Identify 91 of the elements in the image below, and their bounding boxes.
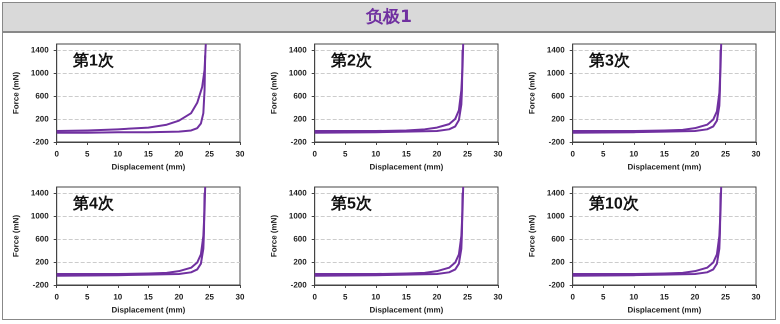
x-tick-label: 30 [236,150,245,158]
x-axis-title: Displacement (mm) [111,162,186,172]
y-tick-label: 1400 [546,45,566,54]
y-tick-label: 1400 [546,188,566,198]
y-tick-label: 200 [293,257,308,266]
text: 第5次 [330,194,373,212]
y-tick-label: -200 [290,138,308,146]
x-tick-label: 30 [494,292,503,302]
y-tick-label: 200 [551,257,566,266]
text: 第3次 [588,52,631,70]
x-tick-label: 25 [720,292,730,302]
y-tick-label: -200 [548,138,566,146]
y-tick-label: 600 [35,91,50,100]
x-tick-label: 25 [204,150,214,158]
x-tick-label: 0 [570,150,576,158]
x-tick-label: 0 [54,292,60,302]
x-tick-label: 0 [312,150,318,158]
text: 负极1 [2,2,776,32]
y-tick-label: 1000 [30,68,50,78]
y-tick-label: 1000 [288,68,308,78]
text: 第10次 [588,194,640,212]
x-tick-label: 5 [85,292,90,302]
y-tick-label: 200 [551,114,566,124]
y-tick-label: 200 [35,257,50,266]
x-tick-label: 20 [432,150,442,158]
y-tick-label: -200 [548,280,566,290]
x-tick-label: 15 [660,292,670,302]
x-tick-label: 0 [312,292,318,302]
x-tick-label: 20 [690,292,700,302]
y-axis-title: Force (mN) [528,72,536,114]
y-tick-label: 1000 [546,211,566,220]
x-tick-label: 5 [343,292,348,302]
x-tick-label: 5 [343,150,348,158]
x-tick-label: 20 [432,292,442,302]
x-tick-label: 10 [371,150,381,158]
x-tick-label: 15 [144,150,154,158]
x-tick-label: 10 [629,150,639,158]
x-axis-title: Displacement (mm) [111,305,186,314]
x-tick-label: 25 [462,292,472,302]
x-tick-label: 25 [204,292,214,302]
y-axis-title: Force (mN) [12,72,20,114]
x-tick-label: 30 [236,292,245,302]
x-tick-label: 15 [402,150,412,158]
x-tick-label: 30 [752,150,761,158]
y-tick-label: 200 [293,114,308,124]
y-tick-label: 600 [551,91,566,100]
x-tick-label: 5 [601,292,606,302]
x-tick-label: 25 [720,150,730,158]
x-tick-label: 0 [54,150,60,158]
x-tick-label: 30 [752,292,761,302]
text: 第2次 [330,52,373,70]
y-axis-title: Force (mN) [270,72,278,114]
x-tick-label: 5 [601,150,606,158]
x-tick-label: 20 [174,292,184,302]
x-axis-title: Displacement (mm) [627,305,702,314]
y-axis-title: Force (mN) [528,214,536,258]
y-tick-label: 1000 [288,211,308,220]
y-tick-label: 1000 [546,68,566,78]
y-tick-label: 1400 [288,45,308,54]
x-tick-label: 20 [690,150,700,158]
x-axis-title: Displacement (mm) [369,305,444,314]
y-tick-label: 600 [293,91,308,100]
y-tick-label: 600 [35,234,50,244]
x-tick-label: 15 [144,292,154,302]
x-tick-label: 15 [402,292,412,302]
x-tick-label: 30 [494,150,503,158]
y-tick-label: -200 [32,138,50,146]
x-tick-label: 10 [629,292,639,302]
y-axis-title: Force (mN) [12,214,20,258]
x-tick-label: 25 [462,150,472,158]
x-axis-title: Displacement (mm) [369,162,444,172]
x-axis-title: Displacement (mm) [627,162,702,172]
y-tick-label: 1400 [288,188,308,198]
x-tick-label: 20 [174,150,184,158]
y-tick-label: 1400 [30,45,50,54]
x-tick-label: 10 [113,292,123,302]
text: 第4次 [72,194,115,212]
x-tick-label: 15 [660,150,670,158]
x-tick-label: 5 [85,150,90,158]
x-tick-label: 0 [570,292,576,302]
y-axis-title: Force (mN) [270,214,278,258]
y-tick-label: 600 [551,234,566,244]
y-tick-label: 600 [293,234,308,244]
x-tick-label: 10 [371,292,381,302]
x-tick-label: 10 [113,150,123,158]
text: 第1次 [72,52,115,70]
y-tick-label: 200 [35,114,50,124]
y-tick-label: -200 [290,280,308,290]
y-tick-label: 1000 [30,211,50,220]
y-tick-label: 1400 [30,188,50,198]
y-tick-label: -200 [32,280,50,290]
